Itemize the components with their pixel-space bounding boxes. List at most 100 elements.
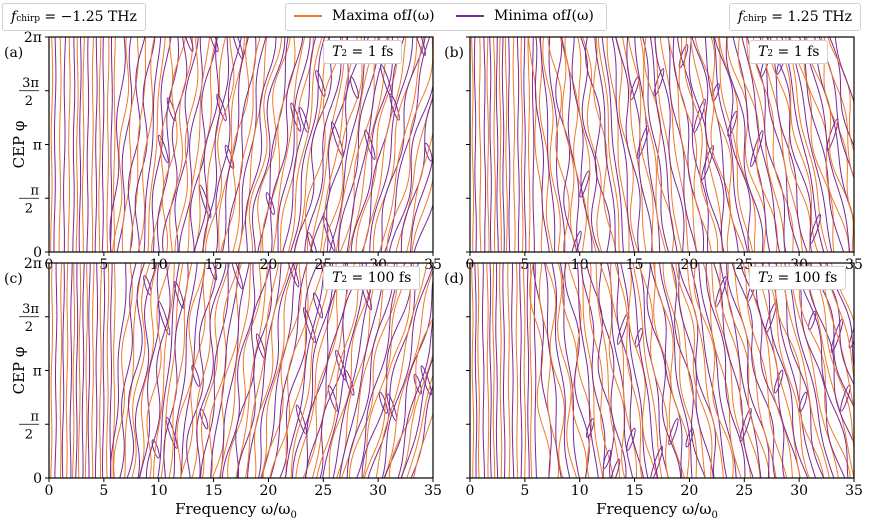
maxima-contour (400, 351, 433, 478)
minima-contour (282, 37, 317, 252)
minima-contour (495, 37, 499, 252)
minima-contour (654, 37, 685, 252)
minima-contour (109, 263, 127, 478)
minima-contour (649, 37, 678, 252)
maxima-contour (733, 263, 777, 478)
minima-contour (601, 37, 624, 252)
maxima-contour (746, 37, 786, 252)
minima-contour (559, 263, 580, 478)
minima-closed-contour (602, 449, 612, 469)
minima-contour (482, 263, 485, 478)
maxima-contour (220, 37, 250, 252)
minima-contour (277, 37, 311, 252)
minima-contour (126, 263, 145, 478)
minima-closed-contour (207, 263, 218, 281)
t2-a-symbol: T (332, 44, 342, 60)
maxima-contour (146, 263, 171, 478)
maxima-contour (295, 263, 337, 478)
y-axis-label: CEP φ (10, 347, 28, 395)
maxima-contour (248, 37, 282, 252)
maxima-contour (81, 37, 85, 252)
maxima-contour (823, 37, 854, 180)
minima-closed-contour (312, 292, 324, 319)
legend-maxima-prefix: Maxima of (332, 8, 407, 24)
maxima-contour (261, 37, 296, 252)
minima-closed-contour (586, 418, 595, 438)
minima-contour (119, 263, 137, 478)
minima-contour (548, 37, 566, 252)
minima-contour (61, 263, 65, 478)
minima-closed-contour (858, 47, 871, 79)
minima-contour (109, 263, 113, 478)
minima-closed-contour (727, 110, 738, 137)
y-tick-label: 0 (33, 471, 42, 487)
legend-minima-symbol: I (566, 8, 572, 24)
minima-contour (620, 263, 649, 478)
maxima-contour (280, 37, 314, 252)
minima-contour (689, 263, 728, 478)
y-tick-label-denominator: 2 (25, 427, 33, 442)
maxima-contour (65, 263, 69, 478)
minima-closed-contour (653, 68, 665, 97)
minima-contour (511, 263, 515, 478)
x-tick-label: 20 (681, 257, 699, 273)
minima-contour (361, 37, 405, 252)
minima-contour (193, 37, 220, 252)
minima-contour (109, 37, 126, 252)
minima-contour (258, 263, 294, 478)
minima-closed-contour (344, 369, 355, 396)
minima-contour (741, 37, 781, 252)
t2-d-sub: 2 (767, 275, 774, 285)
maxima-contour (355, 37, 399, 252)
minima-contour (163, 263, 189, 478)
minima-contour (81, 263, 85, 478)
minima-contour (134, 37, 156, 252)
y-tick-label-numerator: 3π (22, 302, 39, 317)
maxima-contour (322, 37, 363, 252)
maxima-contour (316, 263, 361, 478)
maxima-contour (77, 263, 82, 478)
maxima-contour (153, 263, 175, 478)
panel-label: (a) (4, 45, 23, 61)
maxima-contour (50, 263, 53, 478)
maxima-contour (784, 37, 829, 252)
chirp-left-value: = −1.25 THz (39, 9, 137, 25)
minima-contour (162, 37, 188, 252)
maxima-contour (528, 37, 544, 252)
maxima-contour (131, 263, 151, 478)
t2-b-sub: 2 (767, 49, 774, 59)
x-tick-label: 30 (369, 483, 387, 499)
minima-closed-contour (809, 213, 822, 245)
maxima-contour (747, 263, 793, 478)
minima-contour (526, 263, 530, 478)
minima-closed-contour (327, 384, 339, 412)
maxima-contour (529, 263, 533, 478)
minima-contour (410, 153, 433, 252)
minima-contour (732, 37, 771, 252)
minima-closed-contour (389, 93, 400, 121)
minima-closed-contour (302, 307, 317, 344)
minima-contour (157, 263, 180, 478)
minima-contour (564, 263, 590, 478)
minima-contour (200, 263, 229, 478)
minima-closed-contour (231, 37, 244, 60)
maxima-contour (606, 37, 630, 252)
legend: Maxima of I (ω) Minima of I (ω) (285, 3, 607, 31)
chirp-label-right: fchirp = 1.25 THz (728, 3, 861, 31)
minima-contour (400, 356, 433, 478)
minima-contour (261, 263, 298, 478)
maxima-contour (335, 37, 376, 252)
maxima-contour (719, 263, 761, 478)
y-tick-label-numerator: 3π (22, 76, 39, 91)
minima-contour (761, 263, 809, 478)
maxima-contour (825, 263, 854, 381)
minima-contour (384, 277, 433, 478)
maxima-contour (106, 263, 110, 478)
x-tick-label: 0 (466, 483, 475, 499)
minima-closed-contour (685, 428, 694, 448)
minima-contour (251, 37, 286, 252)
minima-closed-contour (798, 391, 808, 413)
maxima-contour (386, 37, 433, 252)
minima-closed-contour (414, 37, 426, 56)
maxima-contour (659, 37, 689, 252)
